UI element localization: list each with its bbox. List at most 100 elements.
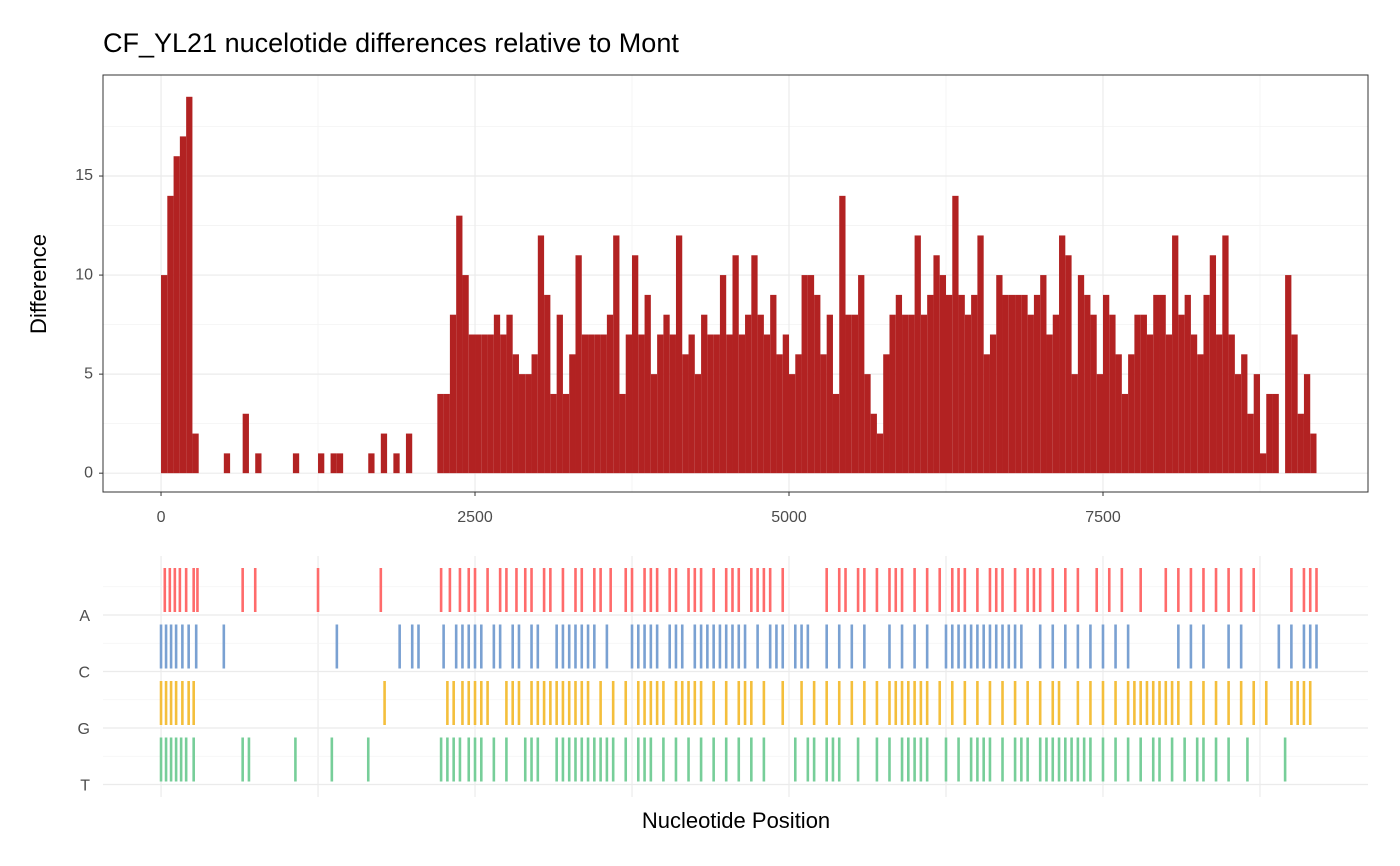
- variant-tick: [781, 568, 785, 612]
- variant-tick: [1264, 681, 1268, 725]
- bar: [1285, 275, 1292, 474]
- variant-tick: [856, 568, 860, 612]
- variant-tick: [184, 568, 188, 612]
- variant-tick: [624, 568, 628, 612]
- bar: [569, 354, 576, 474]
- variant-tick: [750, 568, 753, 612]
- variant-tick: [900, 568, 904, 612]
- variant-tick: [580, 568, 584, 612]
- variant-tick: [863, 681, 866, 725]
- bar: [468, 334, 476, 474]
- bar: [594, 334, 601, 474]
- variant-tick: [863, 624, 866, 669]
- variant-tick: [187, 624, 190, 669]
- variant-tick: [316, 568, 320, 612]
- bar: [1241, 354, 1248, 474]
- variant-tick: [687, 737, 690, 782]
- panel-border: [102, 74, 1369, 493]
- variant-tick: [938, 681, 942, 725]
- variant-tick: [530, 681, 533, 725]
- variant-tick: [586, 624, 590, 669]
- bar: [1228, 334, 1235, 474]
- variant-tick: [812, 681, 816, 725]
- variant-tick: [919, 737, 923, 782]
- variant-tick: [452, 737, 455, 782]
- bar: [776, 354, 783, 474]
- variant-tick: [1013, 681, 1017, 725]
- variant-tick: [825, 681, 828, 725]
- bar: [851, 314, 859, 474]
- variant-tick: [1126, 737, 1130, 782]
- bar: [1052, 314, 1060, 474]
- variant-tick: [649, 624, 653, 669]
- variant-tick: [1076, 568, 1080, 612]
- variant-tick: [1290, 681, 1293, 725]
- variant-tick: [159, 737, 163, 782]
- variant-tick: [806, 624, 810, 669]
- variant-tick: [693, 681, 697, 725]
- bar: [1234, 374, 1242, 474]
- variant-tick: [800, 624, 803, 669]
- variant-tick: [944, 737, 948, 782]
- variant-tick: [1101, 737, 1105, 782]
- variant-tick: [241, 568, 244, 612]
- bar: [795, 354, 802, 474]
- variant-tick: [913, 624, 916, 669]
- bar: [1084, 294, 1091, 474]
- variant-tick: [982, 624, 985, 669]
- variant-tick: [624, 681, 628, 725]
- variant-tick: [1164, 681, 1168, 725]
- bar: [1077, 275, 1085, 474]
- variant-tick: [580, 681, 584, 725]
- x-tick-label: 5000: [771, 509, 807, 526]
- variant-tick: [762, 681, 766, 725]
- variant-tick: [913, 568, 916, 612]
- variant-tick: [1051, 624, 1055, 669]
- variant-tick: [1070, 737, 1073, 782]
- variant-tick: [731, 624, 734, 669]
- variant-tick: [831, 737, 835, 782]
- bar: [575, 255, 582, 474]
- variant-tick: [976, 737, 979, 782]
- variant-tick: [599, 737, 602, 782]
- variant-tick: [194, 624, 198, 669]
- variant-tick: [712, 624, 715, 669]
- variant-tick: [724, 624, 728, 669]
- y-axis-label: Difference: [26, 234, 51, 334]
- bar: [1203, 294, 1210, 474]
- variant-tick: [837, 737, 841, 782]
- variant-tick: [294, 737, 297, 782]
- variant-tick: [611, 681, 615, 725]
- variant-tick: [724, 737, 728, 782]
- bar: [531, 354, 538, 474]
- variant-tick: [781, 624, 785, 669]
- bar: [1291, 334, 1298, 474]
- bar: [613, 235, 620, 474]
- variant-tick: [875, 737, 879, 782]
- bar: [945, 294, 953, 474]
- variant-tick: [1076, 737, 1080, 782]
- variant-tick: [473, 568, 477, 612]
- variant-tick: [511, 624, 514, 669]
- variant-tick: [925, 624, 929, 669]
- variant-tick: [988, 568, 992, 612]
- bar: [682, 354, 689, 474]
- variant-tick: [505, 737, 508, 782]
- bar: [588, 334, 595, 474]
- variant-tick: [1001, 624, 1004, 669]
- bar: [1033, 294, 1041, 474]
- variant-tick: [530, 624, 533, 669]
- bar: [675, 235, 683, 474]
- bar: [223, 453, 231, 474]
- variant-tick: [1057, 681, 1061, 725]
- variant-tick: [1202, 568, 1205, 612]
- bar: [1015, 294, 1022, 474]
- bar: [933, 255, 940, 474]
- variant-tick: [812, 737, 816, 782]
- variant-tick: [1227, 737, 1230, 782]
- variant-tick: [1095, 568, 1099, 612]
- variant-tick: [247, 737, 251, 782]
- variant-tick: [718, 624, 722, 669]
- variant-tick: [605, 737, 609, 782]
